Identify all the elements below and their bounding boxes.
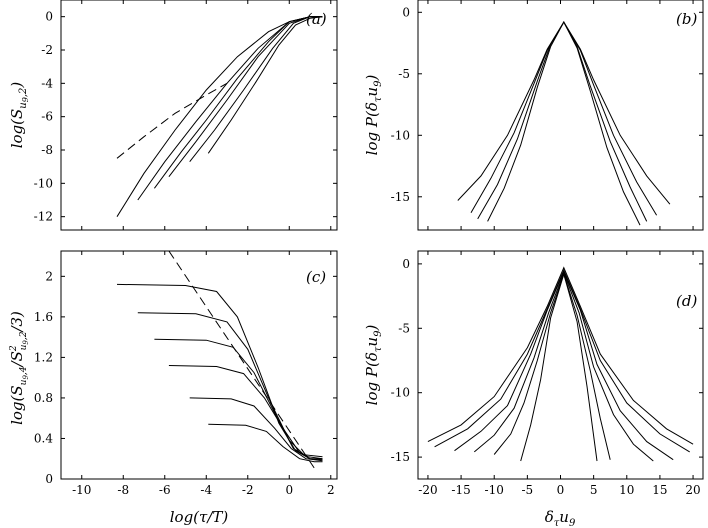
y-tick-label: 0: [45, 10, 53, 24]
dashed-reference-line: [168, 250, 317, 472]
y-tick-label: -5: [398, 321, 410, 335]
y-tick-label: -10: [391, 128, 410, 142]
series-line: [470, 21, 658, 216]
y-tick-label: 0.4: [34, 431, 53, 445]
panel-c-ticks: -10 -8 -6 -4 -2 0 2 0 0.4 0.8 1.2 1.6 2: [34, 251, 337, 497]
x-tick-label: -10: [485, 483, 504, 497]
x-tick-label: 5: [590, 483, 598, 497]
panel-d-lines: [427, 266, 694, 462]
series-line: [434, 269, 690, 453]
panel-c-ylabel: log(Su9,4/S2u9,2/3): [8, 311, 30, 425]
panel-d-ticks: -20 -15 -10 -5 0 5 10 15 20 0 -5 -10 -15: [391, 251, 703, 497]
panel-b-lines: [457, 21, 671, 226]
panel-c-label: (c): [306, 268, 326, 286]
y-tick-label: 0: [45, 472, 53, 486]
y-tick-label: -4: [41, 76, 53, 90]
panel-d-ylabel: log P(δτu9): [363, 325, 384, 406]
series-line: [154, 338, 323, 460]
series-line: [427, 266, 694, 445]
y-tick-label: 0: [402, 257, 410, 271]
y-tick-label: -5: [398, 67, 410, 81]
series-line: [454, 270, 674, 461]
panel-c: -10 -8 -6 -4 -2 0 2 0 0.4 0.8 1.2 1.6 2 (c) log(Su9,…: [8, 250, 338, 526]
panel-c-frame: [60, 250, 338, 480]
series-line: [487, 21, 641, 226]
series-line: [457, 21, 671, 205]
panel-a: 0 -2 -4 -6 -8 -10 -12 (a) log(Su9,2): [8, 0, 338, 231]
panel-d-xlabel: δτu9: [545, 508, 576, 528]
y-tick-label: 0: [402, 5, 410, 19]
y-tick-label: 1.6: [34, 310, 53, 324]
y-tick-label: -2: [41, 43, 53, 57]
y-tick-label: -15: [391, 190, 410, 204]
series-line: [189, 397, 323, 462]
panel-b-label: (b): [676, 10, 697, 28]
y-tick-label: 1.2: [34, 350, 53, 364]
panel-b-ticks: 0 -5 -10 -15: [391, 0, 703, 230]
x-tick-label: 15: [652, 483, 667, 497]
panel-d-label: (d): [676, 292, 697, 310]
y-tick-label: 0.8: [34, 391, 53, 405]
series-line: [116, 16, 323, 217]
panel-b-frame: [417, 0, 704, 231]
x-tick-label: -5: [522, 483, 534, 497]
y-tick-label: -10: [391, 386, 410, 400]
x-tick-label: -6: [159, 483, 171, 497]
x-tick-label: -2: [242, 483, 254, 497]
x-tick-label: -10: [72, 483, 91, 497]
panel-b: 0 -5 -10 -15 (b) log P(δτu9): [363, 0, 704, 231]
panel-a-frame: [60, 0, 338, 231]
y-tick-label: -10: [34, 176, 53, 190]
x-tick-label: 2: [327, 483, 335, 497]
panel-b-ylabel: log P(δτu9): [363, 75, 384, 156]
panel-a-label: (a): [306, 10, 327, 28]
x-tick-label: 0: [557, 483, 565, 497]
series-line: [137, 312, 323, 458]
x-tick-label: -4: [200, 483, 212, 497]
y-tick-label: -12: [34, 210, 53, 224]
panel-a-ylabel: log(Su9,2): [8, 82, 30, 149]
series-line: [208, 423, 323, 463]
series-line: [189, 16, 323, 163]
x-tick-label: -8: [117, 483, 129, 497]
series-line: [168, 16, 323, 178]
series-line: [207, 16, 323, 154]
series-line: [168, 365, 323, 461]
y-tick-label: 2: [45, 269, 53, 283]
dashed-reference-line: [116, 82, 228, 159]
y-tick-label: -15: [391, 450, 410, 464]
series-line: [473, 271, 654, 462]
x-tick-label: 20: [685, 483, 700, 497]
x-tick-label: 0: [285, 483, 293, 497]
panel-a-lines: [116, 16, 323, 217]
panel-d: -20 -15 -10 -5 0 5 10 15 20 0 -5 -10 -15 (d) log P(δ…: [363, 250, 704, 528]
panel-c-xlabel: log(τ/T): [170, 508, 229, 526]
series-line: [116, 283, 323, 460]
panel-c-lines: [116, 250, 323, 472]
x-tick-label: 10: [619, 483, 634, 497]
x-tick-label: -15: [451, 483, 470, 497]
y-tick-label: -6: [41, 110, 53, 124]
x-tick-label: -20: [418, 483, 437, 497]
panel-a-ticks: 0 -2 -4 -6 -8 -10 -12: [34, 0, 337, 230]
series-line: [520, 272, 598, 462]
series-line: [493, 272, 611, 460]
y-tick-label: -8: [41, 143, 53, 157]
